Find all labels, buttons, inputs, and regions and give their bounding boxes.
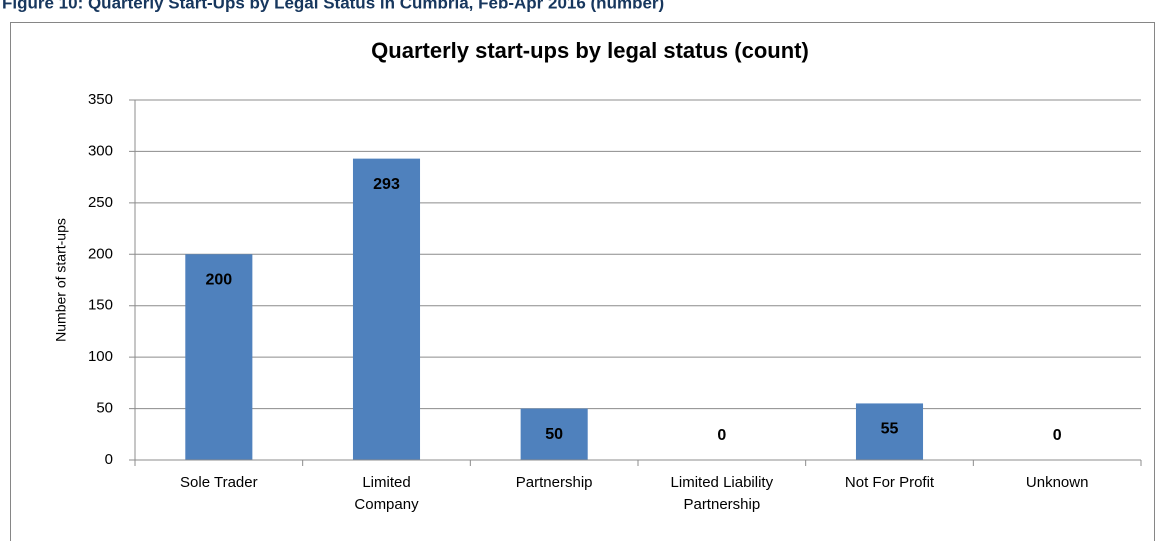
y-tick-label: 100 — [88, 348, 113, 365]
x-tick-label: Not For Profit — [845, 474, 935, 491]
x-tick-label: Sole Trader — [180, 474, 258, 491]
bar — [855, 403, 924, 460]
x-tick-label: Partnership — [516, 474, 593, 491]
chart-title: Quarterly start-ups by legal status (cou… — [371, 38, 809, 63]
y-tick-label: 200 — [88, 245, 113, 262]
y-tick-label: 150 — [88, 297, 113, 314]
y-tick-label: 300 — [88, 142, 113, 159]
x-tick-label: Limited Company — [354, 474, 419, 513]
data-label: 50 — [545, 426, 563, 443]
x-tick-label: Unknown — [1026, 474, 1089, 491]
data-label: 0 — [717, 427, 726, 444]
y-tick-label: 50 — [96, 400, 113, 417]
y-axis-label: Number of start-ups — [53, 218, 69, 342]
bar — [185, 254, 253, 460]
bar — [520, 408, 588, 460]
y-tick-label: 250 — [88, 194, 113, 211]
bar — [352, 158, 421, 460]
data-label: 0 — [1053, 427, 1062, 444]
data-label: 293 — [373, 176, 400, 193]
figure-heading: Figure 10: Quarterly Start-Ups by Legal … — [2, 0, 664, 12]
data-label: 200 — [205, 272, 232, 289]
y-tick-label: 0 — [105, 451, 113, 468]
y-tick-label: 350 — [88, 91, 113, 108]
data-label: 55 — [881, 421, 899, 438]
x-tick-label: Limited Liability Partnership — [671, 474, 774, 513]
